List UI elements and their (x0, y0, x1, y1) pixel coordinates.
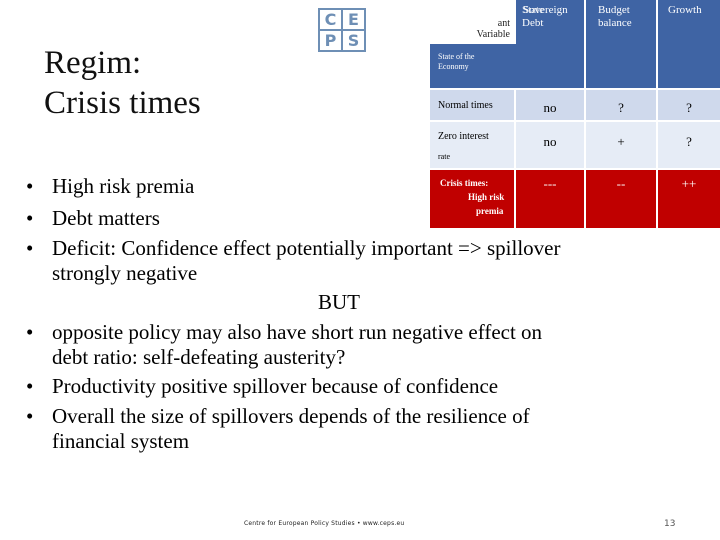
logo-letter-e: E (343, 10, 364, 29)
table-bg-variable-header (430, 0, 516, 44)
state-of-economy-label: State of the Economy (438, 52, 514, 73)
row-zero-label2: rate (438, 152, 450, 161)
state-label-line2: Economy (438, 62, 469, 72)
row-normal-debt: no (543, 100, 557, 115)
header-sovereign-overlap: State (522, 4, 544, 16)
bullet-text: strongly negative (52, 261, 198, 285)
header-budget-line1: Budget (598, 4, 630, 16)
bullet-text: Deficit: Confidence effect potentially i… (52, 236, 561, 260)
table-header-debt (516, 0, 584, 88)
logo-letter-s: S (343, 31, 364, 50)
bullet-text: Debt matters (52, 206, 160, 230)
table-col-sep-2 (584, 90, 586, 228)
row-zero-label: Zero interest (438, 131, 489, 142)
state-label-line1: State of the (438, 52, 475, 61)
table-row-normal (430, 90, 720, 120)
table-header-growth (658, 0, 720, 88)
row-normal-growth: ? (686, 100, 692, 115)
bullet-marker: • (26, 174, 34, 198)
row-crisis-debt: --- (543, 176, 557, 191)
bullet-marker: • (26, 320, 34, 344)
slide-title-line2: Crisis times (44, 84, 201, 121)
bullet-marker: • (26, 206, 34, 230)
table-row-crisis (430, 170, 720, 228)
row-zero-budget: + (617, 134, 625, 149)
slide-title-line1: Regim: (44, 45, 142, 81)
table-col-sep-3 (656, 90, 658, 228)
header-sovereign-debt: State Sovereign Debt (522, 4, 582, 30)
header-budget-line2: balance (598, 17, 632, 30)
footer-text: Centre for European Policy Studies • www… (244, 520, 405, 527)
bullet-text: High risk premia (52, 174, 195, 198)
crisis-label-line3: premia (476, 205, 504, 216)
logo-letter-p: P (320, 31, 341, 50)
crisis-label-line2: High risk (468, 191, 505, 202)
page-number: 13 (664, 519, 676, 529)
table-state-cell (430, 44, 516, 88)
bullet-text: opposite policy may also have short run … (52, 320, 543, 344)
logo-letter-c: C (320, 10, 341, 29)
row-zero-debt: no (543, 134, 557, 149)
table-row-zero (430, 122, 720, 168)
header-sovereign-line1: Sovereign (523, 4, 568, 16)
bullet-marker: • (26, 374, 34, 398)
crisis-label-line1: Crisis times: (440, 178, 489, 188)
row-crisis-growth: ++ (681, 176, 697, 191)
ceps-logo: C E P S (318, 8, 366, 52)
row-normal-label: Normal times (438, 100, 493, 111)
bullet-text: Productivity positive spillover because … (52, 374, 499, 398)
slide-title: Regim: Crisis times (44, 44, 201, 123)
bullet-text: debt ratio: self-defeating austerity? (52, 345, 346, 369)
row-crisis-budget: -- (616, 176, 626, 191)
bullet-text: Overall the size of spillovers depends o… (52, 404, 530, 428)
header-sovereign-line2: Debt (522, 17, 544, 29)
bullet-text: financial system (52, 429, 190, 453)
header-variable-line2: Variable (476, 29, 510, 40)
header-budget-balance: Budget balance (598, 4, 654, 30)
header-growth: Growth (668, 4, 702, 16)
table-col-sep-1 (514, 90, 516, 228)
row-zero-growth: ? (686, 134, 692, 149)
table-header-budget (586, 0, 656, 88)
bullet-text: BUT (318, 290, 360, 314)
header-variable: ant Variable (440, 18, 510, 40)
row-crisis-label: Crisis times: High risk premia (440, 177, 514, 219)
header-variable-line1: ant (497, 18, 510, 29)
bullet-marker: • (26, 236, 34, 260)
row-normal-budget: ? (618, 100, 624, 115)
bullet-marker: • (26, 404, 34, 428)
